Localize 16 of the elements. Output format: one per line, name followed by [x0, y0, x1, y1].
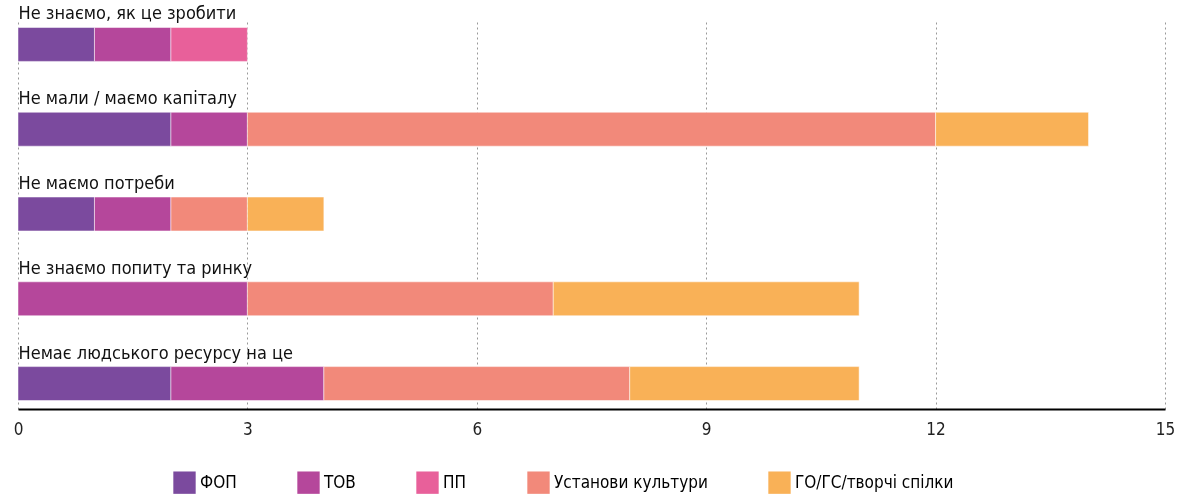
- x-tick-label: 6: [472, 418, 483, 439]
- legend-label: ПП: [443, 471, 467, 492]
- y-tick-label: Не мали / маємо капіталу: [18, 87, 238, 109]
- legend-label: ФОП: [200, 471, 237, 492]
- y-tick-label: Немає людського ресурсу на це: [18, 341, 294, 363]
- x-tick-label: 3: [243, 418, 253, 439]
- y-tick-label: Не знаємо попиту та ринку: [18, 256, 253, 278]
- x-tick-label: 9: [701, 418, 712, 439]
- legend-label: Установи культури: [554, 471, 708, 492]
- x-tick-label: 15: [1155, 418, 1176, 439]
- x-tick-label: 0: [13, 418, 24, 439]
- y-tick-label: Не знаємо, як це зробити: [18, 2, 237, 24]
- x-tick-label: 12: [926, 418, 946, 439]
- legend-label: ТОВ: [323, 471, 356, 492]
- legend-label: ГО/ГС/творчі спілки: [795, 471, 954, 492]
- y-tick-label: Не маємо потреби: [18, 172, 175, 193]
